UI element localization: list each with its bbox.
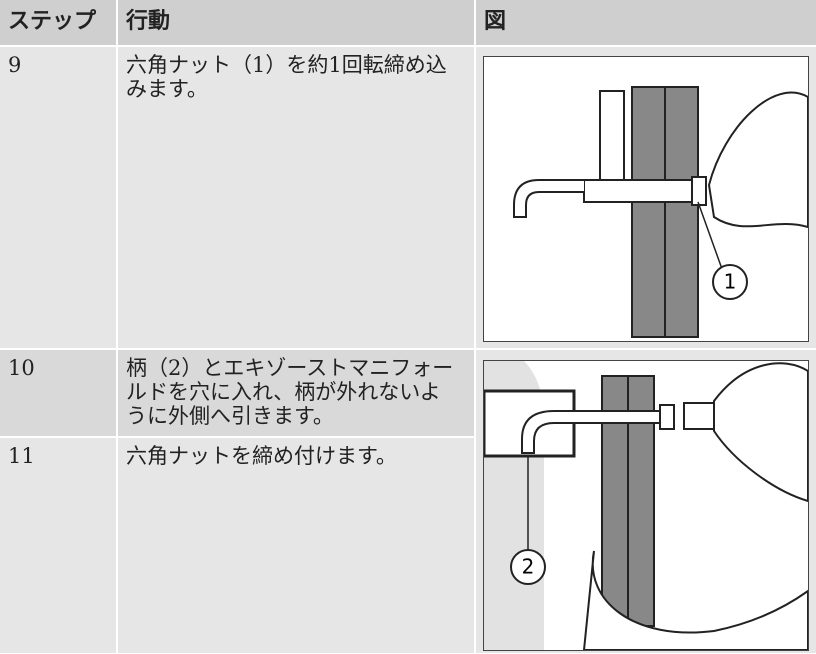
- action-cell: 六角ナット（1）を約1回転締め込みます。: [118, 47, 474, 348]
- callout-circle: [510, 549, 546, 585]
- step-cell: 9: [0, 47, 116, 348]
- callout: 2: [522, 555, 535, 579]
- header-cell: 図: [476, 0, 816, 45]
- step-cell: 11: [0, 438, 116, 653]
- callout: 1: [724, 270, 737, 294]
- illustration: 1: [513, 86, 809, 338]
- header-cell: 行動: [118, 0, 474, 45]
- header-cell: ステップ: [0, 0, 116, 45]
- action-cell: 柄（2）とエキゾーストマニフォールドを穴に入れ、柄が外れないように外側へ引きます…: [118, 350, 474, 436]
- figure: 2: [482, 360, 809, 651]
- figure: 1: [483, 56, 809, 342]
- illustration: 2: [482, 361, 809, 651]
- action-cell: 六角ナットを締め付けます。: [118, 438, 474, 653]
- step-cell: 10: [0, 350, 116, 436]
- callout-circle: [712, 264, 748, 300]
